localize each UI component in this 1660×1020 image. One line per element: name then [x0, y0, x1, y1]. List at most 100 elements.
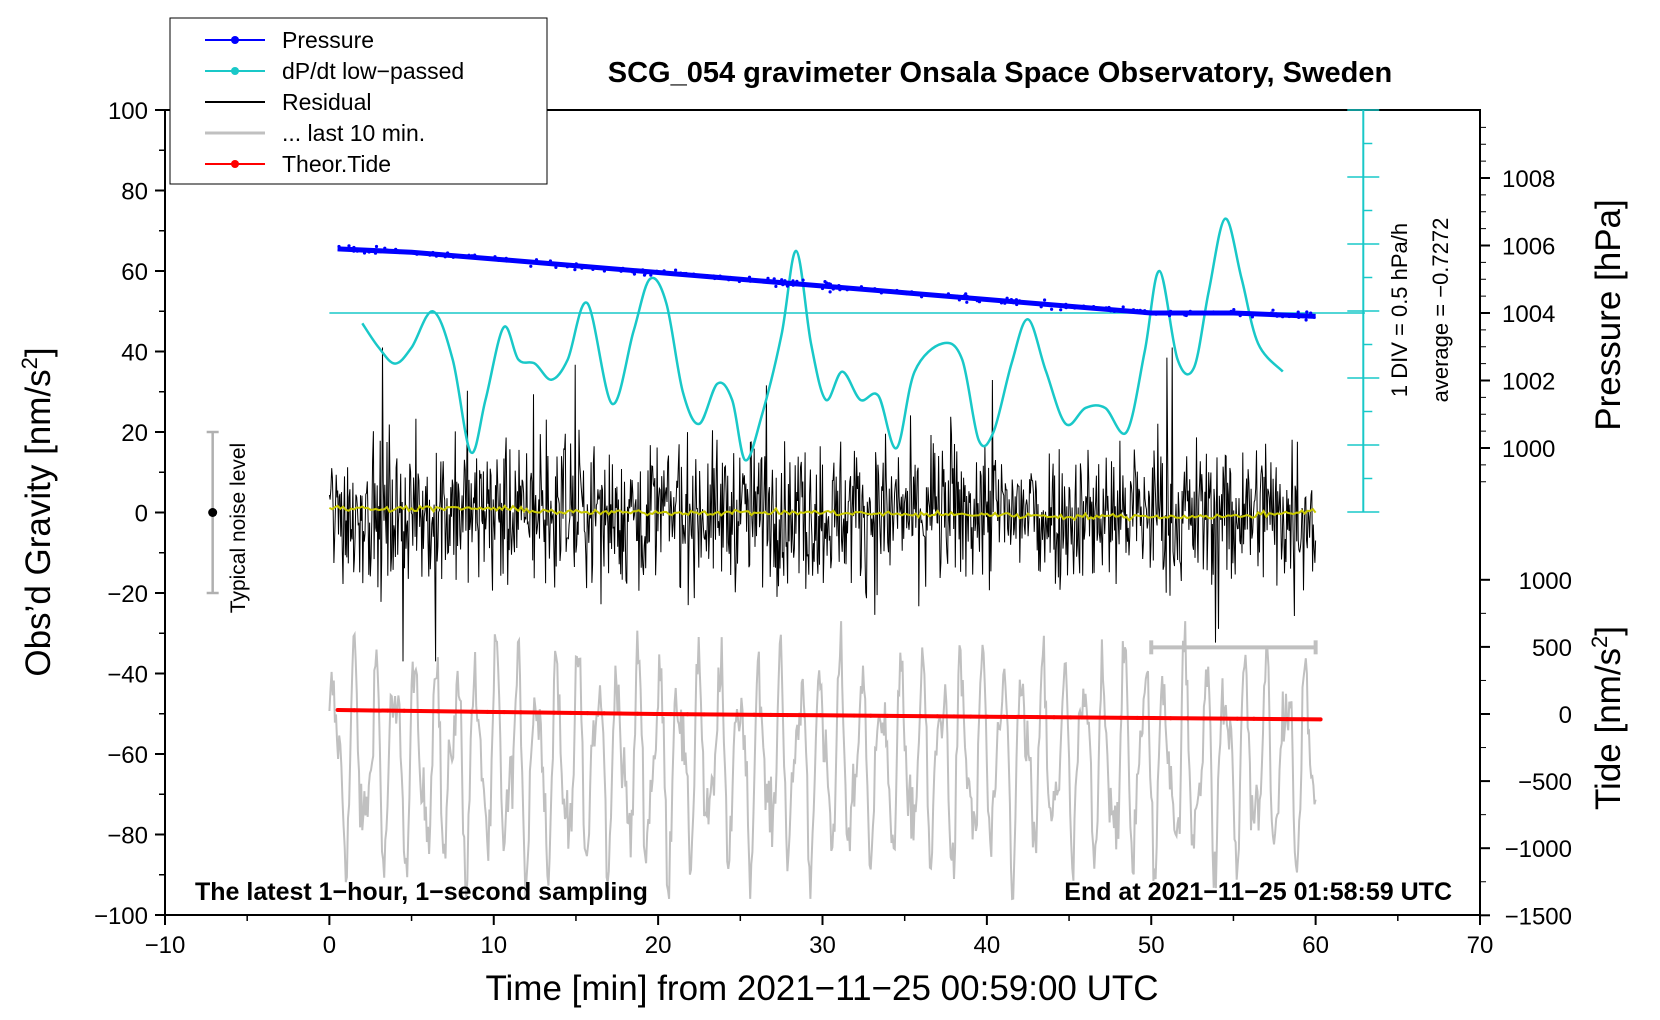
x-tick-label: 0 — [323, 932, 336, 959]
tide-tick-label: −500 — [1518, 769, 1572, 796]
pressure-point — [890, 290, 894, 294]
tide-point — [785, 713, 790, 718]
pressure-point — [467, 253, 471, 257]
tide-point — [1285, 717, 1290, 722]
pressure-point — [781, 283, 785, 287]
pressure-point — [1005, 299, 1010, 303]
pressure-point — [451, 255, 455, 259]
pressure-point — [1188, 309, 1192, 313]
tide-point — [402, 708, 407, 713]
pressure-point — [795, 283, 799, 287]
data-series — [328, 217, 1365, 901]
pressure-point — [785, 282, 790, 286]
pressure-point — [1238, 314, 1242, 318]
pressure-point — [1165, 310, 1169, 314]
pressure-point — [631, 270, 635, 274]
pressure-point — [674, 268, 678, 272]
x-tick-label: −10 — [145, 932, 186, 959]
pressure-point — [747, 275, 752, 279]
pressure-point — [1287, 314, 1291, 319]
pressure-point — [658, 271, 662, 275]
x-axis-label: Time [min] from 2021−11−25 00:59:00 UTC — [485, 969, 1158, 1008]
pressure-point — [1138, 308, 1142, 312]
pressure-point — [1300, 314, 1305, 319]
pressure-point — [1269, 311, 1273, 315]
pressure-point — [431, 250, 435, 255]
pressure-point — [352, 249, 356, 253]
tide-point — [918, 714, 923, 719]
legend-item: ... last 10 min. — [205, 120, 425, 146]
pressure-point — [702, 275, 706, 279]
pressure-point — [971, 297, 975, 301]
legend-item: dP/dt low−passed — [205, 58, 464, 84]
legend-label: Theor.Tide — [282, 151, 391, 177]
pressure-point — [879, 291, 884, 295]
pressure-point — [1015, 302, 1019, 307]
axis-ticks: −10 0 10 20 30 40 50 60 70−100−80−60−40−20020406… — [94, 98, 1572, 959]
pressure-point — [776, 280, 781, 284]
pressure-point — [1009, 298, 1014, 302]
pressure-point — [504, 259, 508, 263]
tide-point — [568, 710, 573, 715]
pressure-point — [975, 299, 979, 303]
pressure-point — [1183, 313, 1187, 317]
pressure-point — [367, 250, 371, 254]
x-tick-label: 50 — [1138, 932, 1165, 959]
pressure-point — [837, 284, 841, 288]
pressure-point — [859, 285, 864, 289]
pressure-point — [1064, 302, 1068, 306]
tide-point — [1152, 716, 1156, 720]
pressure-point — [602, 269, 607, 273]
pressure-point — [1073, 306, 1077, 310]
noise-level-label: Typical noise level — [227, 443, 250, 613]
pressure-point — [504, 256, 508, 260]
tide-point — [1035, 715, 1040, 720]
legend-label: Residual — [282, 89, 372, 115]
pressure-point — [1135, 308, 1139, 313]
pressure-point — [573, 268, 577, 272]
pressure-point — [1107, 305, 1111, 310]
pressure-point — [957, 298, 962, 302]
tide-tick-label: 0 — [1559, 702, 1572, 729]
pressure-point — [712, 275, 716, 279]
pressure-point — [554, 265, 558, 269]
pressure-point — [1092, 305, 1096, 309]
x-tick-label: 60 — [1302, 932, 1329, 959]
tide-axis-label-end: ] — [1589, 626, 1628, 636]
tide-point — [835, 713, 840, 718]
dpdt-average-label: average = −0.7272 — [1428, 218, 1453, 403]
pressure-tick-label: 1004 — [1502, 301, 1555, 328]
pressure-point — [1011, 301, 1016, 305]
pressure-point — [820, 286, 825, 291]
pressure-point — [941, 293, 945, 297]
tide-point — [1068, 715, 1073, 720]
tide-point — [1135, 715, 1140, 720]
pressure-point — [950, 295, 954, 299]
y-axis-label-left-end: ] — [19, 347, 58, 357]
pressure-point — [1167, 314, 1172, 318]
tide-point — [1268, 717, 1273, 721]
tide-point — [752, 712, 757, 717]
pressure-point — [456, 255, 460, 259]
pressure-point — [355, 249, 359, 253]
noise-level-bar — [206, 430, 219, 595]
pressure-point — [1082, 304, 1086, 308]
y-axis-label-left-text: Obs’d Gravity [nm/s — [19, 369, 58, 676]
pressure-point — [1210, 311, 1214, 316]
pressure-point — [774, 284, 778, 288]
pressure-tick-label: 1002 — [1502, 369, 1555, 396]
tide-point — [602, 711, 607, 716]
pressure-point — [649, 273, 653, 277]
residual-mean-line — [328, 504, 1317, 522]
y-tick-label: −100 — [94, 903, 148, 930]
pressure-point — [561, 262, 565, 266]
y-tick-label: 80 — [121, 179, 148, 206]
tide-tick-label: 1000 — [1519, 568, 1572, 595]
pressure-point — [1143, 309, 1147, 313]
pressure-point — [383, 246, 387, 250]
pressure-point — [964, 292, 968, 296]
legend-item: Residual — [205, 89, 372, 115]
pressure-point — [662, 269, 666, 273]
pressure-point — [677, 273, 681, 277]
pressure-point — [642, 273, 647, 277]
